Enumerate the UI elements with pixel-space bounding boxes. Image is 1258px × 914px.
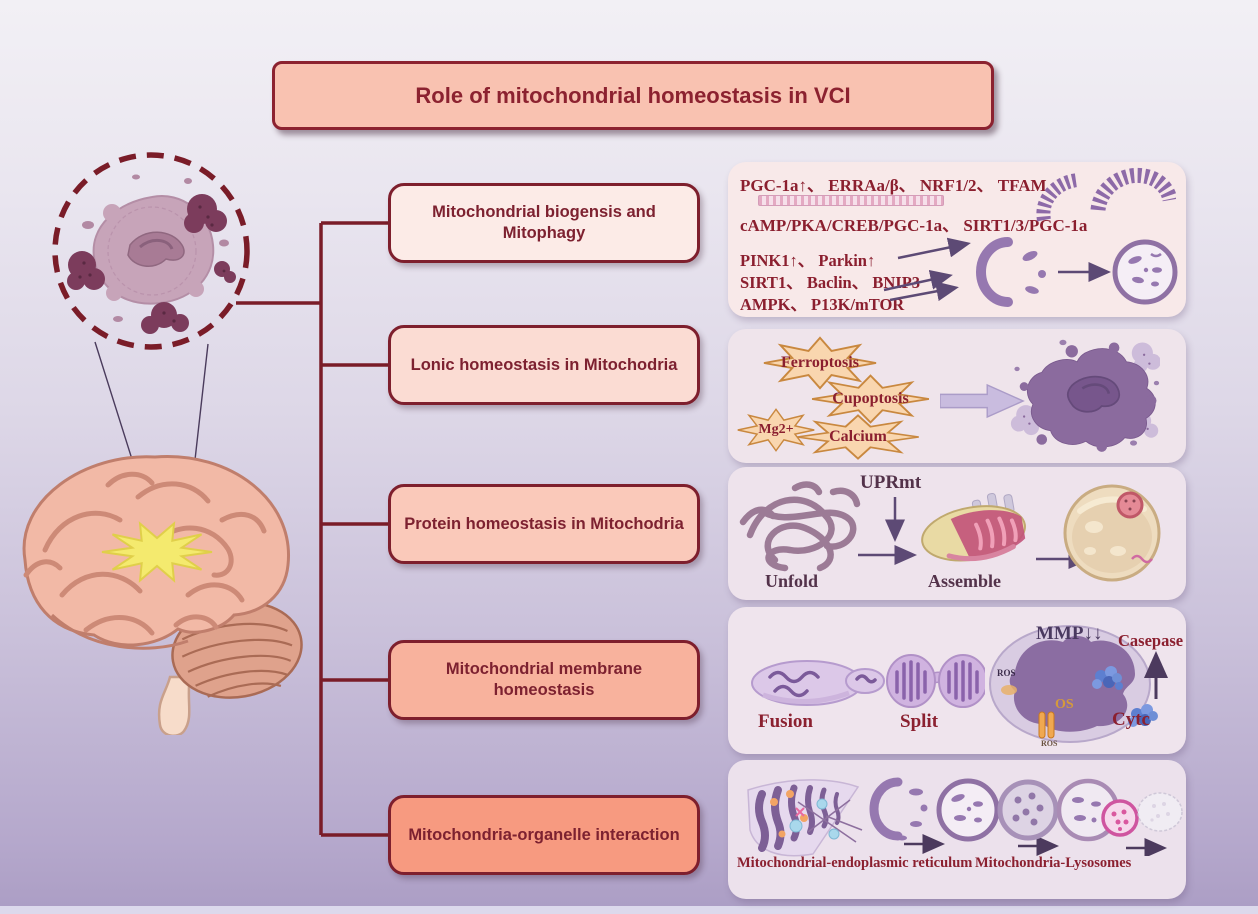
cell-satellites <box>1014 339 1160 446</box>
mito-lysosome-sequence <box>869 777 1183 856</box>
flow-box-ionic: Lonic homeostasis in Mitochodria <box>388 325 700 405</box>
damaged-cell-illustration <box>67 174 236 334</box>
flow-box-biogenesis: Mitochondrial biogensis and Mitophagy <box>388 183 700 263</box>
assemble-label: Assemble <box>928 571 1001 591</box>
ferroptosis-star: Ferroptosis <box>760 335 880 391</box>
cuproptosis-label: Cupoptosis <box>832 390 909 407</box>
mmp-label: MMP↓↓ <box>1036 623 1103 644</box>
mitophagy-text-1: PINK1↑、 Parkin↑ <box>740 251 876 270</box>
cytc-cluster-icon <box>1092 666 1158 727</box>
mitophagy-text-3: AMPK、 P13K/mTOR <box>740 295 905 314</box>
mitophagy-arrows <box>883 237 1111 302</box>
panel-membrane-homeostasis: Fusion Split ROS OS ROS <box>728 607 1186 754</box>
organelle-icon <box>1116 491 1144 519</box>
degraded-remnant-icon <box>1137 792 1183 832</box>
flow-box-label: Mitochondria-organelle interaction <box>408 825 680 844</box>
figure-title: Role of mitochondrial homeostasis in VCI <box>415 82 851 108</box>
fusion-mitochondrion-icon <box>751 660 885 706</box>
uprmt-label: UPRmt <box>860 472 922 493</box>
unfolded-protein-icon <box>739 481 861 572</box>
split-mitochondrion-icon <box>886 654 985 708</box>
block-arrow-icon <box>940 383 1025 419</box>
er-interaction-label: Mitochondrial-endoplasmic reticulum <box>737 855 973 871</box>
fusion-label: Fusion <box>758 711 813 732</box>
magnesium-label: Mg2+ <box>758 422 794 437</box>
unfold-label: Unfold <box>765 571 819 591</box>
assembled-mitochondrion-icon <box>921 492 1026 562</box>
flow-box-protein: Protein homeostasis in Mitochodria <box>388 484 700 564</box>
mitophagy-process-illustration <box>883 237 1178 307</box>
bottom-edge-strip <box>0 906 1258 914</box>
magnesium-star: Mg2+ <box>735 407 817 453</box>
contact-sparkle <box>795 807 805 817</box>
caspase-label: Casepase <box>1118 631 1184 650</box>
sequence-arrows <box>904 834 1167 856</box>
flow-box-organelle: Mitochondria-organelle interaction <box>388 795 700 875</box>
flow-box-label: Lonic homeostasis in Mitochodria <box>410 355 678 374</box>
ros-top-text: ROS <box>997 668 1016 678</box>
channel-icon <box>1038 711 1055 739</box>
apoptotic-cell-illustration: ROS OS ROS <box>989 625 1158 748</box>
vesicle-dots <box>770 790 840 840</box>
cytc-label: Cytc <box>1112 709 1150 730</box>
calcium-star: Calcium <box>793 413 923 461</box>
flow-box-label: Protein homeostasis in Mitochodria <box>404 514 684 533</box>
calcium-label: Calcium <box>829 428 887 445</box>
flow-box-label: Mitochondrial membrane homeostasis <box>445 660 643 699</box>
damaged-mitochondrion-icon <box>976 237 1046 307</box>
damaged-mitochondrion-icon <box>869 777 928 841</box>
panel-organelle-interaction: Mitochondrial-endoplasmic reticulum <box>728 760 1186 899</box>
lysosome-interaction-label: Mitochondria-Lysosomes <box>975 855 1132 871</box>
damaged-neuron-illustration <box>1010 339 1160 452</box>
biogenesis-regulators-text: PGC-1a↑、 ERRAa/β、 NRF1/2、 TFAM <box>740 176 1047 195</box>
biogenesis-signaling-text: cAMP/PKA/CREB/PGC-1a、 SIRT1/3/PGC-1a <box>740 216 1088 235</box>
lateral-sulcus <box>50 613 189 650</box>
lysosome-icon <box>997 779 1059 841</box>
flow-box-label: Mitochondrial biogensis and Mitophagy <box>432 203 656 242</box>
panel-biogenesis-mitophagy: PGC-1a↑、 ERRAa/β、 NRF1/2、 TFAM cAMP/PKA/… <box>728 162 1186 317</box>
autolysosome-fusion-icon <box>1056 778 1139 842</box>
autophagosome-icon <box>1112 239 1178 305</box>
dna-strand-icon <box>758 195 944 206</box>
autophagosome-icon <box>936 778 1000 842</box>
split-label: Split <box>900 711 939 732</box>
panel-protein-homeostasis: Unfold UPRmt <box>728 467 1186 600</box>
cuproptosis-star: Cupoptosis <box>808 373 933 425</box>
os-text: OS <box>1055 697 1074 712</box>
debris-clumps <box>1010 342 1160 438</box>
flow-box-membrane: Mitochondrial membrane homeostasis <box>388 640 700 720</box>
ferroptosis-label: Ferroptosis <box>781 354 859 371</box>
tether-strands <box>797 799 863 843</box>
healthy-cell-icon <box>1063 484 1161 582</box>
mitophagy-text-2: SIRT1、 Baclin、 BNIP3 <box>740 273 921 292</box>
mitochondria-coil-icon <box>1036 167 1176 222</box>
mito-er-contact-illustration <box>747 779 863 857</box>
brain-illustration <box>22 455 303 735</box>
caspase-up-arrow <box>1144 651 1168 699</box>
inner-matrix <box>1009 636 1135 732</box>
brainstem <box>157 675 192 735</box>
ros-bottom-text: ROS <box>1041 739 1058 748</box>
panel-ionic-homeostasis: Ferroptosis Cupoptosis Mg2+ Calcium <box>728 329 1186 463</box>
cell-inner-mass <box>1066 375 1121 413</box>
figure-title-box: Role of mitochondrial homeostasis in VCI <box>272 61 994 130</box>
